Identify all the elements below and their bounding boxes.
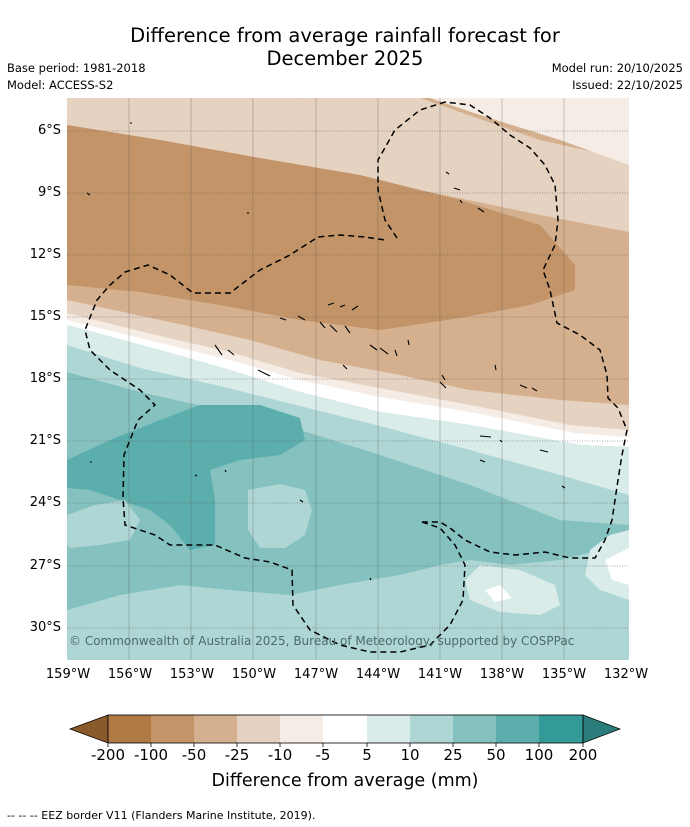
fill-25-50-sw [67, 565, 230, 610]
lat-label: 21°S [29, 433, 61, 448]
lon-label: 159°W [45, 667, 91, 682]
colorbar-label: 200 [568, 746, 598, 764]
colorbar-segment [410, 715, 453, 743]
meta-right: Model run: 20/10/2025 Issued: 22/10/2025 [552, 60, 683, 94]
lon-label: 135°W [541, 667, 587, 682]
colorbar-segment [151, 715, 194, 743]
lon-label: 153°W [169, 667, 215, 682]
islands [86, 122, 566, 581]
colorbar-label: 100 [524, 746, 554, 764]
base-period: Base period: 1981-2018 [7, 61, 146, 75]
fill-top-lightest [430, 98, 629, 165]
colorbar [68, 714, 621, 747]
eez-border [84, 101, 628, 653]
lat-label: 12°S [29, 247, 61, 262]
title-line-2: December 2025 [266, 47, 424, 70]
lat-label: 24°S [29, 495, 61, 510]
colorbar-segment [323, 715, 367, 743]
fill-top-light [300, 98, 629, 190]
colorbar-label: -100 [133, 746, 169, 764]
lon-label: 150°W [231, 667, 277, 682]
colorbar-ticks [107, 743, 584, 747]
lat-label: 30°S [29, 620, 61, 635]
model-name: Model: ACCESS-S2 [7, 78, 114, 92]
colorbar-segment [194, 715, 237, 743]
copyright-notice: © Commonwealth of Australia 2025, Bureau… [69, 634, 575, 648]
colorbar-segment [539, 715, 583, 743]
model-run: Model run: 20/10/2025 [551, 61, 683, 75]
eez-line-north [377, 101, 628, 559]
fill-minus10-band [67, 98, 629, 232]
lat-label: 6°S [37, 123, 61, 138]
fill-10-25-central [248, 484, 312, 548]
colorbar-segment [280, 715, 323, 743]
colorbar-segment [496, 715, 539, 743]
lat-label: 15°S [29, 309, 61, 324]
colorbar-label: -10 [267, 746, 293, 764]
fill-10-25-west [67, 500, 140, 548]
lon-label: 156°W [107, 667, 153, 682]
colorbar-frame [107, 714, 584, 744]
colorbar-segment [453, 715, 496, 743]
colorbar-label: -50 [181, 746, 207, 764]
island-markers [86, 122, 566, 581]
lon-label: 147°W [293, 667, 339, 682]
lat-label: 27°S [29, 558, 61, 573]
lat-label: 9°S [37, 185, 61, 200]
colorbar-label: -25 [224, 746, 250, 764]
colorbar-right-arrow [582, 714, 621, 744]
colorbar-label: 10 [400, 746, 420, 764]
lon-label: 141°W [417, 667, 463, 682]
fill-5-10-south [465, 565, 560, 615]
lon-label: 138°W [479, 667, 525, 682]
colorbar-label: 5 [362, 746, 372, 764]
gridlines [67, 98, 629, 660]
fill-10-25 [67, 345, 629, 525]
eez-legend: -- -- -- EEZ border V11 (Flanders Marine… [7, 809, 316, 822]
issued-date: Issued: 22/10/2025 [572, 78, 683, 92]
colorbar-segment [367, 715, 410, 743]
map-title: Difference from average rainfall forecas… [0, 24, 690, 70]
fill-neutral-south [485, 585, 512, 602]
colorbar-label: 50 [486, 746, 506, 764]
colorbar-label: -5 [315, 746, 331, 764]
colorbar-segment [237, 715, 280, 743]
colorbar-title: Difference from average (mm) [211, 771, 479, 791]
lat-label: 18°S [29, 371, 61, 386]
colorbar-segment [108, 715, 151, 743]
colorbar-label: 25 [443, 746, 463, 764]
title-line-1: Difference from average rainfall forecas… [130, 24, 560, 47]
lon-label: 132°W [603, 667, 649, 682]
colorbar-left-arrow [68, 714, 109, 744]
lon-label: 144°W [355, 667, 401, 682]
fill-minus50-minus100 [67, 125, 575, 330]
eez-line-south [84, 234, 466, 653]
fill-neutral-east [605, 548, 629, 585]
meta-left: Base period: 1981-2018 Model: ACCESS-S2 [7, 60, 146, 94]
colorbar-label: -200 [90, 746, 126, 764]
